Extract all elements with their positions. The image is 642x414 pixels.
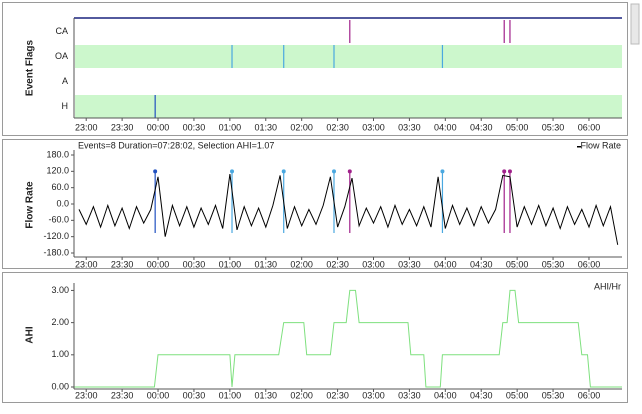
x-tick-label: 04:00 — [434, 122, 457, 132]
x-tick-label: 05:30 — [542, 122, 565, 132]
row-band — [75, 95, 622, 118]
x-tick-label: 03:00 — [362, 259, 385, 269]
x-tick-label: 06:00 — [578, 122, 601, 132]
row-label: A — [62, 76, 68, 86]
y-axis-title: AHI — [25, 326, 36, 343]
x-tick-label: 04:30 — [470, 259, 493, 269]
x-tick-label: 03:30 — [398, 390, 421, 400]
y-tick-label: 120.0 — [46, 166, 69, 176]
subtitle: Events=8 Duration=07:28:02, Selection AH… — [78, 140, 274, 150]
x-tick-label: 02:00 — [290, 390, 313, 400]
row-label: CA — [55, 26, 68, 36]
x-tick-label: 23:00 — [75, 390, 98, 400]
row-band — [75, 45, 622, 68]
x-tick-label: 04:30 — [470, 122, 493, 132]
legend-swatch — [577, 146, 581, 148]
y-tick-label: 0.0 — [56, 198, 69, 208]
x-tick-label: 00:30 — [183, 390, 206, 400]
event-dot — [507, 169, 512, 174]
x-tick-label: 23:30 — [111, 390, 134, 400]
legend-label: Flow Rate — [580, 140, 621, 150]
x-tick-label: 02:30 — [326, 122, 349, 132]
x-tick-label: 01:30 — [254, 259, 277, 269]
row-label: OA — [55, 51, 68, 61]
x-tick-label: 05:30 — [542, 259, 565, 269]
x-tick-label: 04:00 — [434, 259, 457, 269]
x-tick-label: 00:00 — [147, 259, 170, 269]
x-tick-label: 03:30 — [398, 259, 421, 269]
x-tick-label: 05:00 — [506, 122, 529, 132]
panel — [2, 272, 628, 403]
x-tick-label: 01:00 — [219, 390, 242, 400]
y-axis-title: Flow Rate — [25, 181, 36, 229]
x-tick-label: 03:00 — [362, 390, 385, 400]
x-tick-label: 04:30 — [470, 390, 493, 400]
y-tick-label: 60.0 — [51, 182, 69, 192]
event-dot — [230, 169, 235, 174]
y-tick-label: 1.00 — [51, 349, 69, 359]
legend-label: AHI/Hr — [594, 281, 621, 291]
y-tick-label: 180.0 — [46, 149, 69, 159]
x-tick-label: 01:00 — [219, 122, 242, 132]
x-tick-label: 04:00 — [434, 390, 457, 400]
event-dot — [347, 169, 352, 174]
x-tick-label: 01:00 — [219, 259, 242, 269]
y-axis-title: Event Flags — [25, 40, 36, 97]
x-tick-label: 02:30 — [326, 390, 349, 400]
y-tick-label: -120.0 — [43, 231, 69, 241]
y-tick-label: -60.0 — [48, 215, 69, 225]
y-tick-label: 2.00 — [51, 317, 69, 327]
x-tick-label: 00:00 — [147, 122, 170, 132]
x-tick-label: 01:30 — [254, 122, 277, 132]
x-tick-label: 23:00 — [75, 259, 98, 269]
x-tick-label: 01:30 — [254, 390, 277, 400]
series-line — [74, 289, 622, 388]
event-dot — [331, 169, 336, 174]
event-dot — [440, 169, 445, 174]
x-tick-label: 06:00 — [578, 390, 601, 400]
x-tick-label: 00:00 — [147, 390, 170, 400]
x-tick-label: 02:00 — [290, 259, 313, 269]
x-tick-label: 03:30 — [398, 122, 421, 132]
y-tick-label: -180.0 — [43, 247, 69, 257]
x-tick-label: 03:00 — [362, 122, 385, 132]
event-dot — [153, 169, 158, 174]
x-tick-label: 00:30 — [183, 259, 206, 269]
x-tick-label: 23:30 — [111, 259, 134, 269]
x-tick-label: 02:00 — [290, 122, 313, 132]
series-line — [78, 174, 619, 245]
x-tick-label: 23:00 — [75, 122, 98, 132]
row-label: H — [62, 101, 69, 111]
x-tick-label: 05:30 — [542, 390, 565, 400]
x-tick-label: 05:00 — [506, 259, 529, 269]
y-tick-label: 3.00 — [51, 285, 69, 295]
x-tick-label: 23:30 — [111, 122, 134, 132]
x-tick-label: 06:00 — [578, 259, 601, 269]
x-tick-label: 00:30 — [183, 122, 206, 132]
event-dot — [502, 169, 507, 174]
panel — [2, 139, 628, 269]
x-tick-label: 05:00 — [506, 390, 529, 400]
x-tick-label: 02:30 — [326, 259, 349, 269]
scrollbar[interactable] — [630, 3, 640, 45]
event-dot — [281, 169, 286, 174]
y-tick-label: 0.00 — [51, 381, 69, 391]
